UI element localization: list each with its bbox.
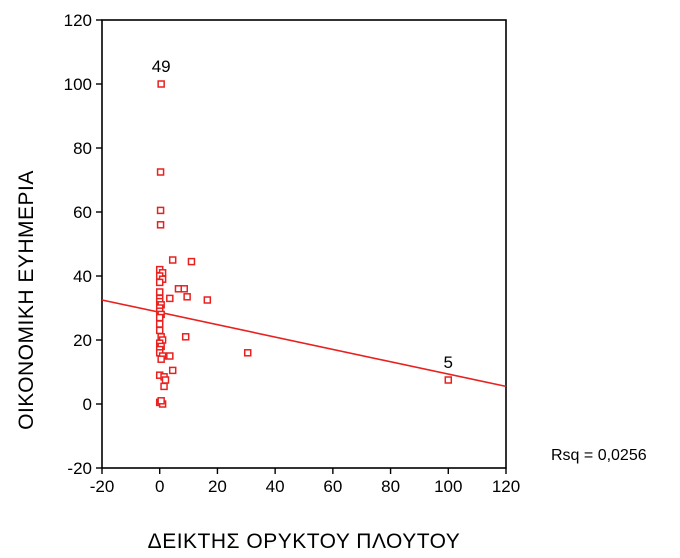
- data-point: [155, 313, 164, 322]
- data-point: [166, 352, 174, 360]
- data-point: [161, 376, 170, 384]
- x-tick-label: 20: [208, 477, 227, 496]
- plot-frame: [101, 19, 507, 469]
- data-point: [155, 320, 164, 328]
- x-tick-label: 60: [323, 477, 342, 496]
- data-point: [203, 296, 212, 304]
- data-point: [168, 366, 177, 375]
- point-annotation: 5: [444, 353, 453, 372]
- y-tick-label: 120: [64, 11, 92, 30]
- rsq-label: Rsq = 0,0256: [551, 447, 647, 464]
- data-point: [155, 278, 164, 287]
- data-point: [157, 397, 165, 405]
- data-point: [156, 206, 165, 215]
- y-axis-title: ΟΙΚΟΝΟΜΙΚΗ ΕΥΗΜΕΡΙΑ: [15, 170, 38, 430]
- data-point: [444, 376, 453, 384]
- data-point: [166, 294, 174, 303]
- data-point: [156, 221, 165, 229]
- x-tick-label: 0: [155, 477, 164, 496]
- data-point: [157, 80, 165, 88]
- y-tick-label: -20: [67, 459, 92, 478]
- x-tick-label: 80: [381, 477, 400, 496]
- data-point: [157, 355, 165, 363]
- x-tick-label: 40: [266, 477, 285, 496]
- y-tick-label: 0: [83, 395, 92, 414]
- data-point: [181, 333, 190, 341]
- data-point: [183, 293, 191, 301]
- regression-line: [101, 299, 507, 388]
- data-point: [243, 349, 252, 357]
- data-point: [180, 285, 188, 293]
- y-tick-label: 20: [73, 331, 92, 350]
- data-point: [187, 257, 196, 266]
- y-tick-label: 80: [73, 139, 92, 158]
- point-annotation: 49: [152, 57, 171, 76]
- y-tick-label: 60: [73, 203, 92, 222]
- data-point: [155, 288, 164, 296]
- y-tick-label: 100: [64, 75, 92, 94]
- data-point: [156, 168, 165, 176]
- data-point: [155, 326, 164, 335]
- x-tick-label: 120: [492, 477, 520, 496]
- data-point: [168, 256, 177, 264]
- x-tick-label: -20: [90, 477, 115, 496]
- data-point: [160, 382, 168, 391]
- y-tick-label: 40: [73, 267, 92, 286]
- x-tick-label: 100: [434, 477, 462, 496]
- x-axis-title: ΔΕΙΚΤΗΣ ΟΡΥΚΤΟΥ ΠΛΟΥΤΟΥ: [148, 530, 461, 553]
